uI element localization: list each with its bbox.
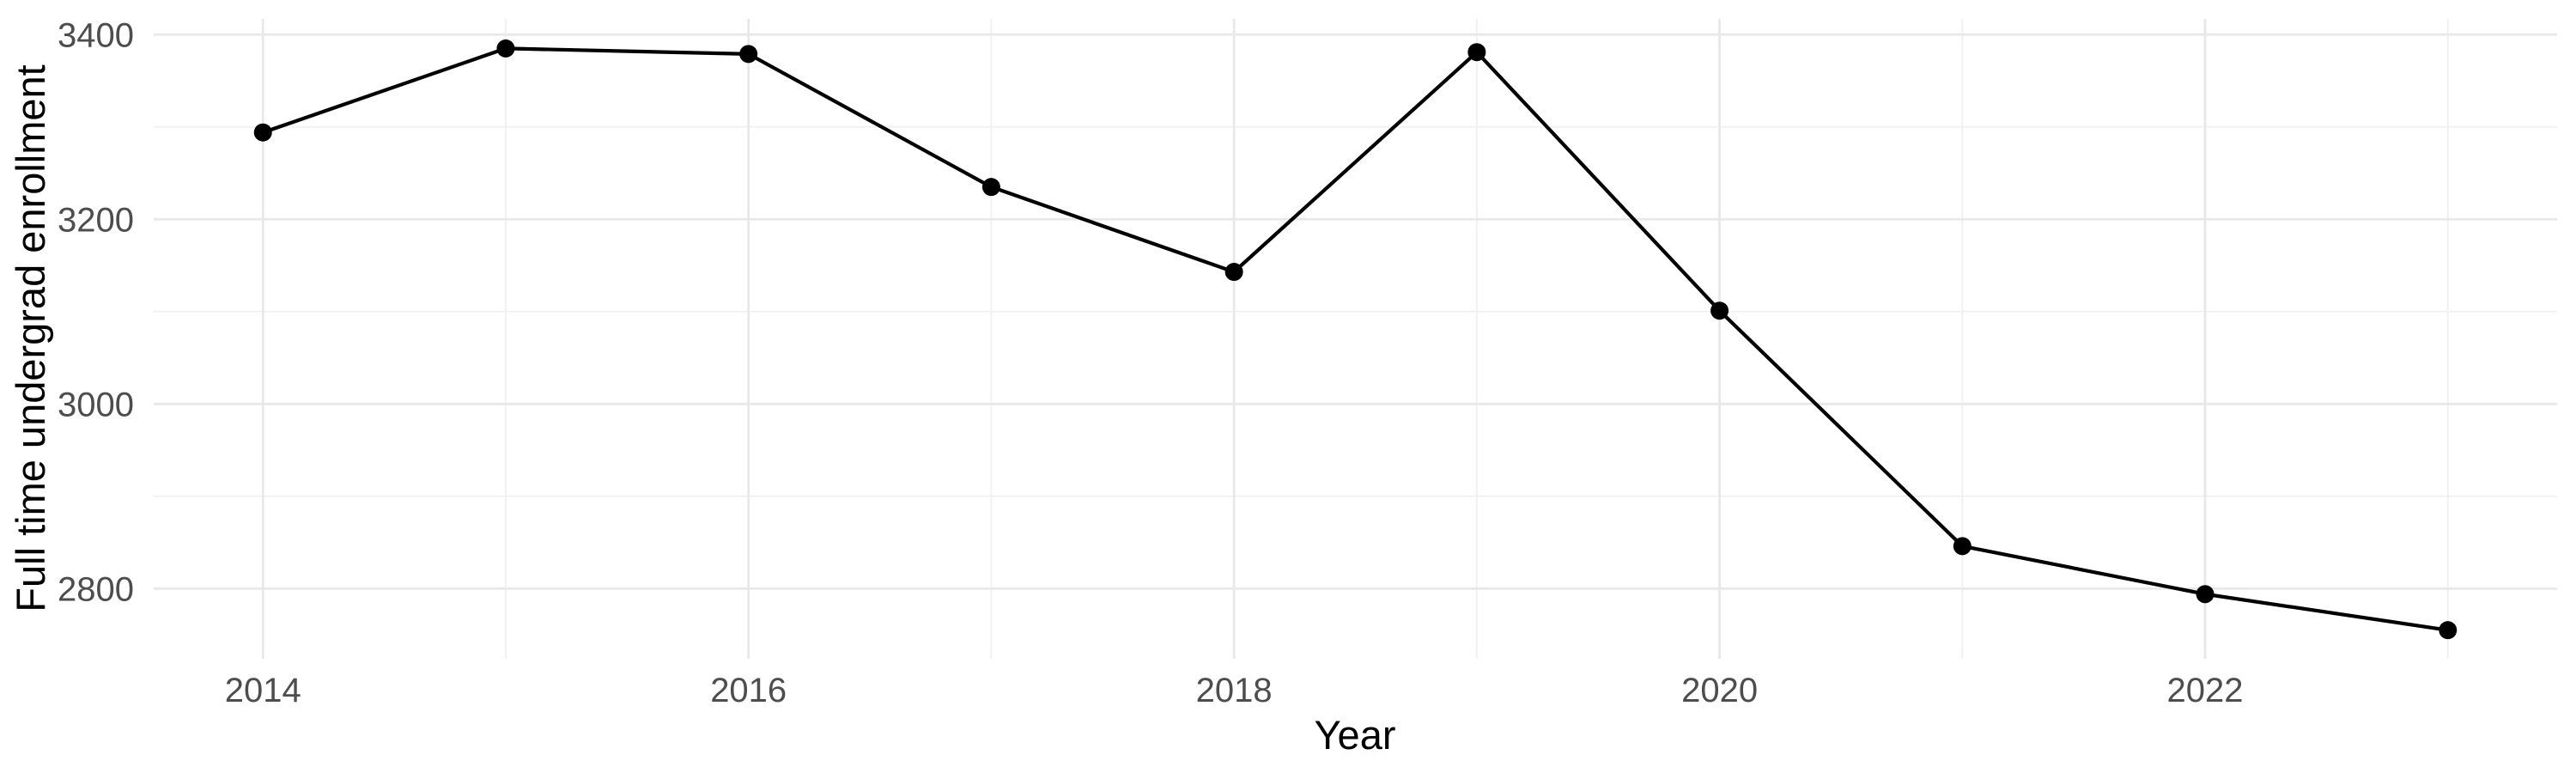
y-tick-label: 2800 bbox=[58, 570, 134, 608]
y-tick-label: 3200 bbox=[58, 201, 134, 239]
minor-gridlines bbox=[154, 19, 2557, 659]
x-axis-title: Year bbox=[1315, 712, 1396, 758]
data-point-2018 bbox=[1224, 263, 1243, 282]
x-tick-label: 2016 bbox=[710, 672, 787, 709]
x-tick-label: 2022 bbox=[2167, 672, 2244, 709]
data-point-2019 bbox=[1467, 43, 1486, 62]
x-tick-label: 2020 bbox=[1681, 672, 1758, 709]
enrollment-trend-line bbox=[261, 46, 2450, 632]
x-tick-label: 2018 bbox=[1196, 672, 1273, 709]
data-point-2017 bbox=[981, 178, 1000, 197]
y-tick-label: 3400 bbox=[58, 16, 134, 54]
data-point-2022 bbox=[2196, 585, 2215, 604]
y-tick-label: 3000 bbox=[58, 386, 134, 423]
enrollment-series bbox=[253, 39, 2458, 640]
data-point-2014 bbox=[253, 123, 272, 142]
y-axis-title: Full time undergrad enrollment bbox=[8, 64, 53, 612]
data-point-2016 bbox=[739, 45, 758, 64]
major-gridlines bbox=[154, 19, 2557, 659]
data-point-2021 bbox=[1953, 537, 1971, 556]
y-axis-tick-labels: 2800 3000 3200 3400 bbox=[58, 16, 134, 608]
x-axis-tick-labels: 2014 2016 2018 2020 2022 bbox=[225, 672, 2244, 709]
data-point-2023 bbox=[2439, 621, 2458, 640]
x-tick-label: 2014 bbox=[225, 672, 301, 709]
data-point-2020 bbox=[1710, 301, 1729, 320]
data-point-2015 bbox=[496, 39, 515, 58]
